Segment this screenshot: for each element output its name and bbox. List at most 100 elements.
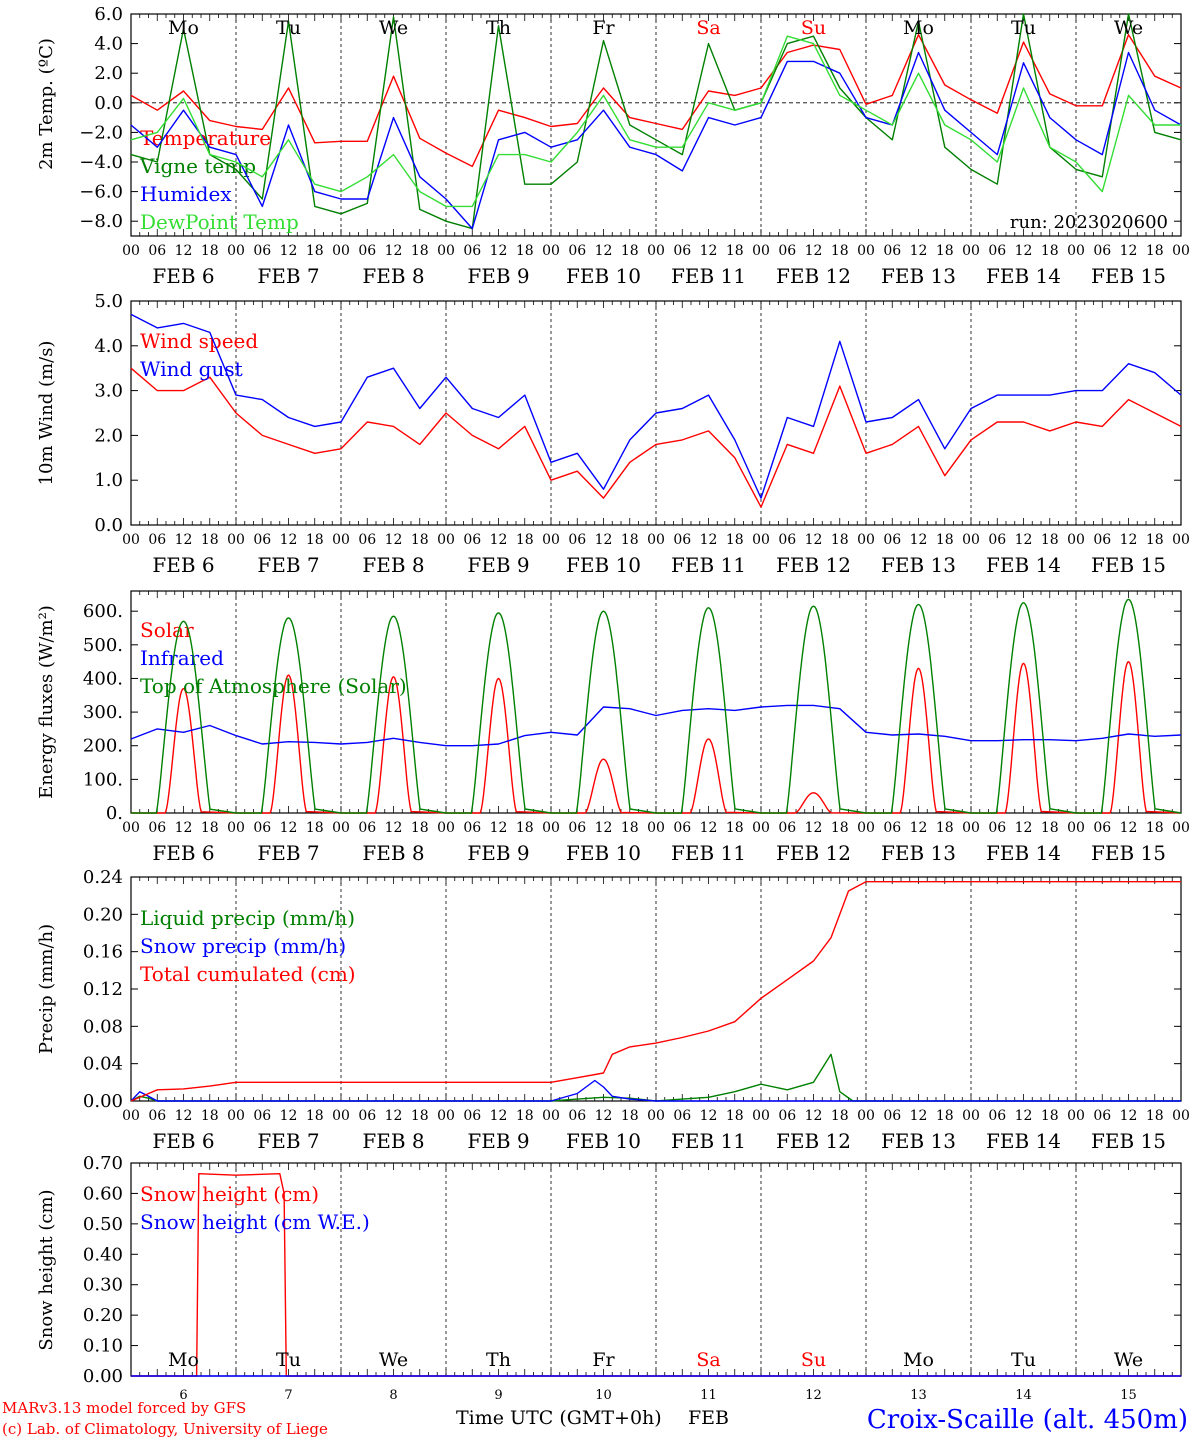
x-hour-label: 18	[516, 1108, 534, 1124]
y-tick-label: 4.0	[94, 336, 123, 357]
x-hour-label: 06	[988, 532, 1006, 548]
x-hour-label: 00	[542, 243, 560, 259]
x-hour-label: 00	[962, 532, 980, 548]
x-hour-label: 18	[726, 243, 744, 259]
x-date-label: FEB 13	[881, 264, 956, 288]
credit-line-1: MARv3.13 model forced by GFS	[2, 1399, 246, 1417]
panel-flux: 600. 500. 400. 300. 200. 100. 0. Energy fluxes …	[36, 590, 1190, 865]
x-hour-label: 18	[936, 1108, 954, 1124]
x-hour-label: 18	[411, 820, 429, 836]
x-date-label: FEB 10	[566, 264, 641, 288]
x-date-label: FEB 7	[257, 264, 319, 288]
x-day-number: 8	[389, 1388, 397, 1403]
x-date-label: FEB 8	[362, 1129, 424, 1153]
weekday-label: Su	[801, 1349, 826, 1371]
x-hour-label: 18	[621, 532, 639, 548]
x-hour-label: 12	[595, 243, 613, 259]
weekday-label: Tu	[1011, 1349, 1036, 1371]
x-date-label: FEB 14	[986, 553, 1061, 577]
x-date-label: FEB 9	[467, 1129, 529, 1153]
x-hour-label: 06	[883, 532, 901, 548]
x-hour-label: 18	[831, 820, 849, 836]
x-hour-label: 00	[227, 1108, 245, 1124]
x-hour-label: 12	[700, 243, 718, 259]
x-hour-label: 00	[437, 820, 455, 836]
x-hour-label: 00	[857, 820, 875, 836]
x-hour-label: 06	[673, 532, 691, 548]
x-hour-label: 00	[1172, 1108, 1190, 1124]
x-hour-label: 12	[175, 243, 193, 259]
x-hour-label: 12	[805, 532, 823, 548]
x-hour-label: 18	[201, 532, 219, 548]
x-hour-label: 00	[647, 820, 665, 836]
x-hour-label: 12	[805, 820, 823, 836]
series-line-wind-speed	[130, 367, 1182, 508]
y-axis-label: Energy fluxes (W/m²)	[36, 605, 57, 799]
x-hour-label: 12	[1120, 820, 1138, 836]
x-hour-label: 06	[988, 243, 1006, 259]
x-hour-label: 12	[280, 243, 298, 259]
panel-precip: 0.24 0.20 0.16 0.12 0.08 0.04 0.00 Precip (mm/h…	[36, 867, 1190, 1153]
x-hour-label: 18	[726, 1108, 744, 1124]
x-hour-label: 12	[910, 243, 928, 259]
x-hour-label: 12	[1015, 243, 1033, 259]
x-date-label: FEB 15	[1091, 553, 1166, 577]
x-hour-label: 06	[463, 820, 481, 836]
x-hour-label: 12	[175, 532, 193, 548]
x-hour-label: 06	[463, 1108, 481, 1124]
x-hour-label: 00	[647, 1108, 665, 1124]
x-hour-label: 00	[1067, 820, 1085, 836]
y-tick-label: 0.12	[83, 979, 123, 1000]
y-axis-label: Snow height (cm)	[36, 1189, 57, 1350]
x-date-label: FEB 11	[671, 841, 746, 865]
credit-line-2: (c) Lab. of Climatology, University of L…	[2, 1420, 328, 1438]
x-hour-label: 06	[1093, 532, 1111, 548]
y-tick-label: 500.	[83, 635, 123, 656]
x-date-label: FEB 6	[152, 264, 214, 288]
x-hour-label: 18	[936, 820, 954, 836]
x-hour-label: 18	[1146, 1108, 1164, 1124]
x-date-label: FEB 8	[362, 264, 424, 288]
x-day-number: 6	[179, 1388, 187, 1403]
x-hour-label: 12	[805, 1108, 823, 1124]
x-hour-label: 06	[358, 532, 376, 548]
x-date-label: FEB 12	[776, 1129, 851, 1153]
x-date-label: FEB 12	[776, 553, 851, 577]
y-tick-label: 4.0	[94, 34, 123, 55]
x-hour-label: 18	[1146, 243, 1164, 259]
x-hour-label: 12	[280, 532, 298, 548]
series-line-total-cumulated-cm	[130, 881, 1181, 1102]
series-line-wind-gust	[130, 313, 1182, 499]
y-tick-label: 0.	[106, 803, 123, 824]
legend-entry: Humidex	[140, 182, 232, 206]
series-line-top-of-atmosphere-solar	[131, 598, 1182, 814]
x-hour-label: 06	[778, 532, 796, 548]
x-hour-label: 00	[857, 532, 875, 548]
y-tick-label: 3.0	[94, 381, 123, 402]
x-hour-label: 12	[280, 1108, 298, 1124]
x-hour-label: 06	[253, 1108, 271, 1124]
x-hour-label: 12	[910, 820, 928, 836]
weekday-label: Tu	[276, 1349, 301, 1371]
x-hour-label: 12	[700, 532, 718, 548]
x-hour-label: 12	[700, 820, 718, 836]
weekday-label: We	[379, 1349, 408, 1371]
x-date-label: FEB 12	[776, 841, 851, 865]
legend-entry: Wind gust	[140, 357, 243, 381]
legend-entry: DewPoint Temp	[140, 210, 299, 234]
x-hour-label: 12	[1015, 1108, 1033, 1124]
x-hour-label: 00	[752, 532, 770, 548]
series-line-vigne-temp	[130, 13, 1182, 230]
legend-entry: Snow height (cm)	[140, 1182, 319, 1206]
x-hour-label: 12	[385, 243, 403, 259]
x-hour-label: 18	[516, 532, 534, 548]
x-axis-month: FEB	[688, 1407, 729, 1429]
x-hour-label: 18	[726, 532, 744, 548]
x-hour-label: 06	[148, 243, 166, 259]
x-date-label: FEB 9	[467, 553, 529, 577]
series-line-snow-precip-mm-h	[130, 1079, 1181, 1102]
x-day-number: 10	[595, 1388, 612, 1403]
x-hour-label: 06	[148, 820, 166, 836]
weekday-label: Th	[486, 1349, 511, 1371]
x-hour-label: 00	[122, 820, 140, 836]
